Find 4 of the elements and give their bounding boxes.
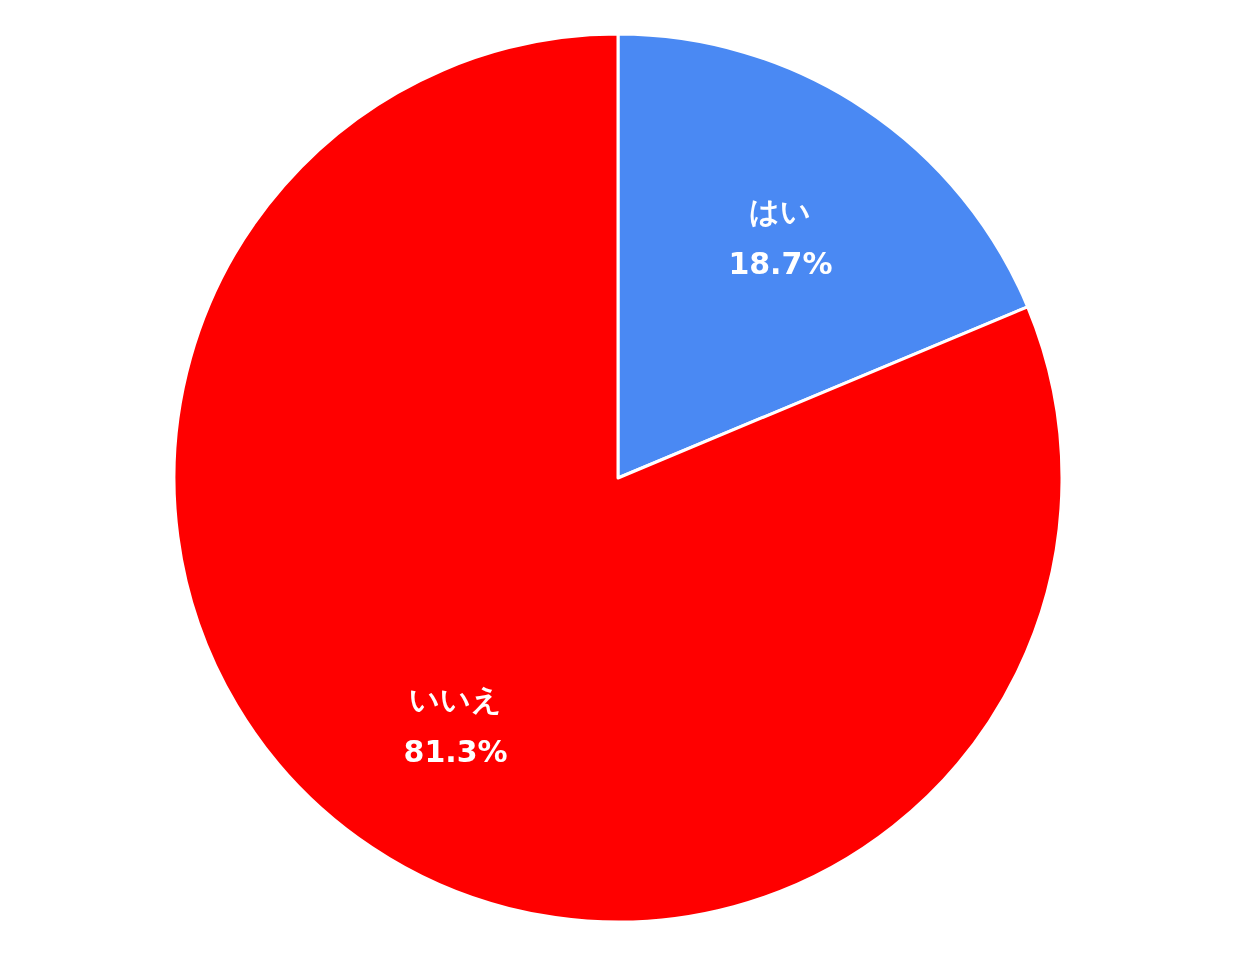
data-label: 18.7% <box>728 246 833 282</box>
slice-label: はい <box>749 194 812 230</box>
data-label: 81.3% <box>403 733 508 769</box>
slice-label: いいえ <box>409 681 503 717</box>
